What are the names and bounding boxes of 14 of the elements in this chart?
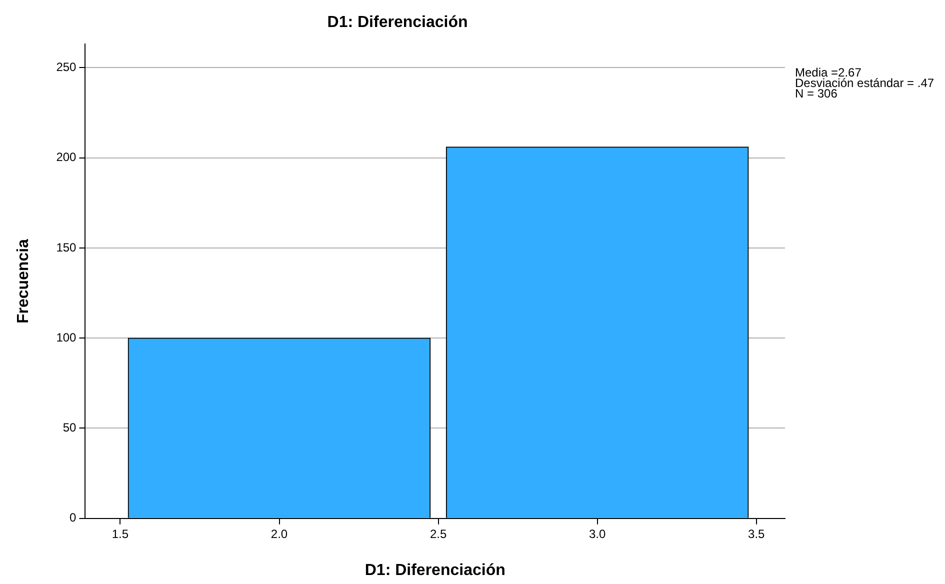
y-tick-label: 200 [56,150,77,164]
y-tick-label: 0 [70,510,77,525]
x-axis-title: D1: Diferenciación [364,562,506,579]
y-axis-title: Frecuencia [15,238,32,324]
y-tick-label: 100 [56,330,77,344]
y-tick-label: 150 [56,240,77,254]
x-tick-label: 2.0 [270,526,288,541]
chart-title: D1: Diferenciación [327,14,468,32]
y-tick-label: 50 [62,420,77,435]
x-tick-label: 3.5 [748,526,766,541]
x-tick-label: 2.5 [430,526,447,541]
x-tick-label: 1.5 [112,526,129,541]
y-tick-label: 250 [56,60,77,74]
x-tick-label: 3.0 [588,526,606,541]
